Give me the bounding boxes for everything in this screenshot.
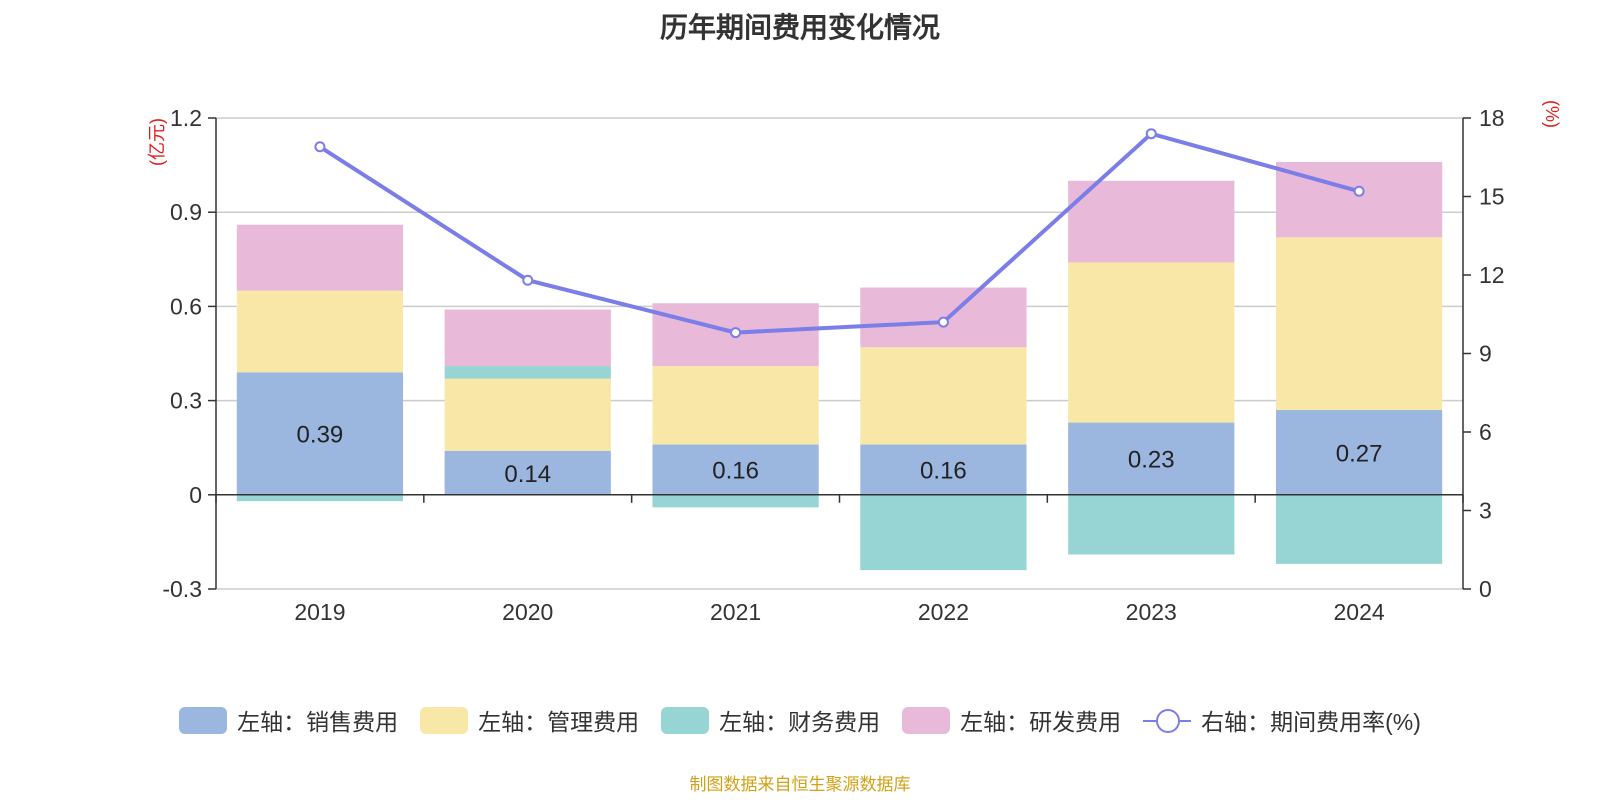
bar-2022-series-1 — [860, 347, 1027, 445]
bar-2020-series-2 — [444, 366, 611, 379]
bar-2019-series-2 — [236, 494, 404, 502]
bar-2023-series-3 — [1068, 180, 1235, 263]
y-right-tick-label: 0 — [1479, 576, 1492, 602]
bar-2020-series-0 — [444, 450, 611, 495]
legend: 左轴：销售费用 左轴：管理费用 左轴：财务费用 左轴：研发费用 右轴：期间费用率… — [0, 703, 1600, 737]
legend-swatch-rd — [902, 706, 951, 734]
x-tick-label: 2019 — [294, 599, 345, 625]
bar-2021-series-2 — [652, 494, 819, 508]
legend-item-finance[interactable]: 左轴：财务费用 — [661, 703, 880, 737]
bar-2023-series-0 — [1068, 422, 1235, 495]
legend-line-icon — [1143, 707, 1192, 734]
legend-label-finance: 左轴：财务费用 — [719, 709, 881, 735]
y-right-tick-label: 12 — [1479, 262, 1505, 288]
y-right-unit-label: (%) — [1542, 100, 1562, 128]
y-left-tick-label: 0 — [189, 482, 202, 508]
legend-swatch-finance — [661, 706, 710, 734]
legend-swatch-sales — [179, 706, 228, 734]
legend-item-rd[interactable]: 左轴：研发费用 — [902, 703, 1121, 737]
expense-rate-point-2023 — [1145, 128, 1157, 140]
bar-2019-series-0 — [236, 372, 404, 495]
expense-rate-point-2020 — [522, 274, 534, 286]
y-left-tick-label: 1.2 — [170, 105, 202, 131]
y-right-tick-label: 6 — [1479, 419, 1492, 445]
y-left-unit-label: (亿元) — [147, 118, 167, 166]
bar-2024-series-0 — [1275, 410, 1443, 495]
x-tick-label: 2021 — [710, 599, 761, 625]
x-tick-label: 2023 — [1126, 599, 1177, 625]
y-left-tick-label: -0.3 — [162, 576, 202, 602]
bar-2023-series-2 — [1068, 494, 1235, 555]
legend-item-expense-rate[interactable]: 右轴：期间费用率(%) — [1143, 703, 1421, 737]
expense-rate-point-2022 — [937, 316, 949, 328]
legend-label-expense-rate: 右轴：期间费用率(%) — [1201, 709, 1421, 735]
y-right-tick-label: 18 — [1479, 105, 1505, 131]
y-left-tick-label: 0.6 — [170, 293, 202, 319]
bar-2020-series-3 — [444, 309, 611, 367]
y-left-tick-label: 0.3 — [170, 388, 202, 414]
bar-2024-series-2 — [1275, 494, 1443, 564]
chart-canvas: -0.3 0 0.3 0.6 0.9 1.2 0 3 6 9 12 15 18 (亿元) (%) 0.39 0.… — [147, 100, 1562, 625]
bar-2021-series-0 — [652, 444, 819, 495]
legend-label-sales: 左轴：销售费用 — [237, 709, 399, 735]
bar-2019-series-1 — [236, 290, 404, 373]
bar-2022-series-2 — [860, 494, 1027, 571]
bar-2021-series-1 — [652, 366, 819, 445]
legend-swatch-admin — [420, 706, 469, 734]
expense-rate-point-2021 — [730, 327, 742, 339]
bar-2022-series-0 — [860, 444, 1027, 495]
bar-data-label: 0.16 — [712, 458, 759, 485]
data-source-note: 制图数据来自恒生聚源数据库 — [689, 775, 911, 794]
y-right-tick-label: 9 — [1479, 341, 1492, 367]
bar-2024-series-1 — [1275, 237, 1443, 411]
legend-item-sales[interactable]: 左轴：销售费用 — [179, 703, 398, 737]
bar-2019-series-3 — [236, 224, 404, 291]
bar-data-label: 0.23 — [1128, 447, 1175, 474]
expense-rate-point-2024 — [1353, 185, 1365, 197]
bar-data-label: 0.39 — [297, 422, 344, 449]
legend-label-admin: 左轴：管理费用 — [478, 709, 640, 735]
x-tick-label: 2020 — [502, 599, 553, 625]
bar-data-label: 0.16 — [920, 458, 967, 485]
legend-item-admin[interactable]: 左轴：管理费用 — [420, 703, 639, 737]
legend-label-rd: 左轴：研发费用 — [960, 709, 1122, 735]
bar-data-label: 0.14 — [504, 461, 551, 488]
y-right-tick-label: 15 — [1479, 184, 1505, 210]
x-tick-label: 2022 — [918, 599, 969, 625]
expense-rate-point-2019 — [314, 141, 326, 153]
expense-rate-line — [318, 131, 1360, 335]
y-left-tick-label: 0.9 — [170, 199, 202, 225]
bar-data-label: 0.27 — [1336, 440, 1383, 467]
chart-title: 历年期间费用变化情况 — [659, 12, 940, 43]
x-tick-label: 2024 — [1333, 599, 1384, 625]
y-right-tick-label: 3 — [1479, 498, 1492, 524]
bar-2023-series-1 — [1068, 262, 1235, 423]
bar-2020-series-1 — [444, 378, 611, 451]
